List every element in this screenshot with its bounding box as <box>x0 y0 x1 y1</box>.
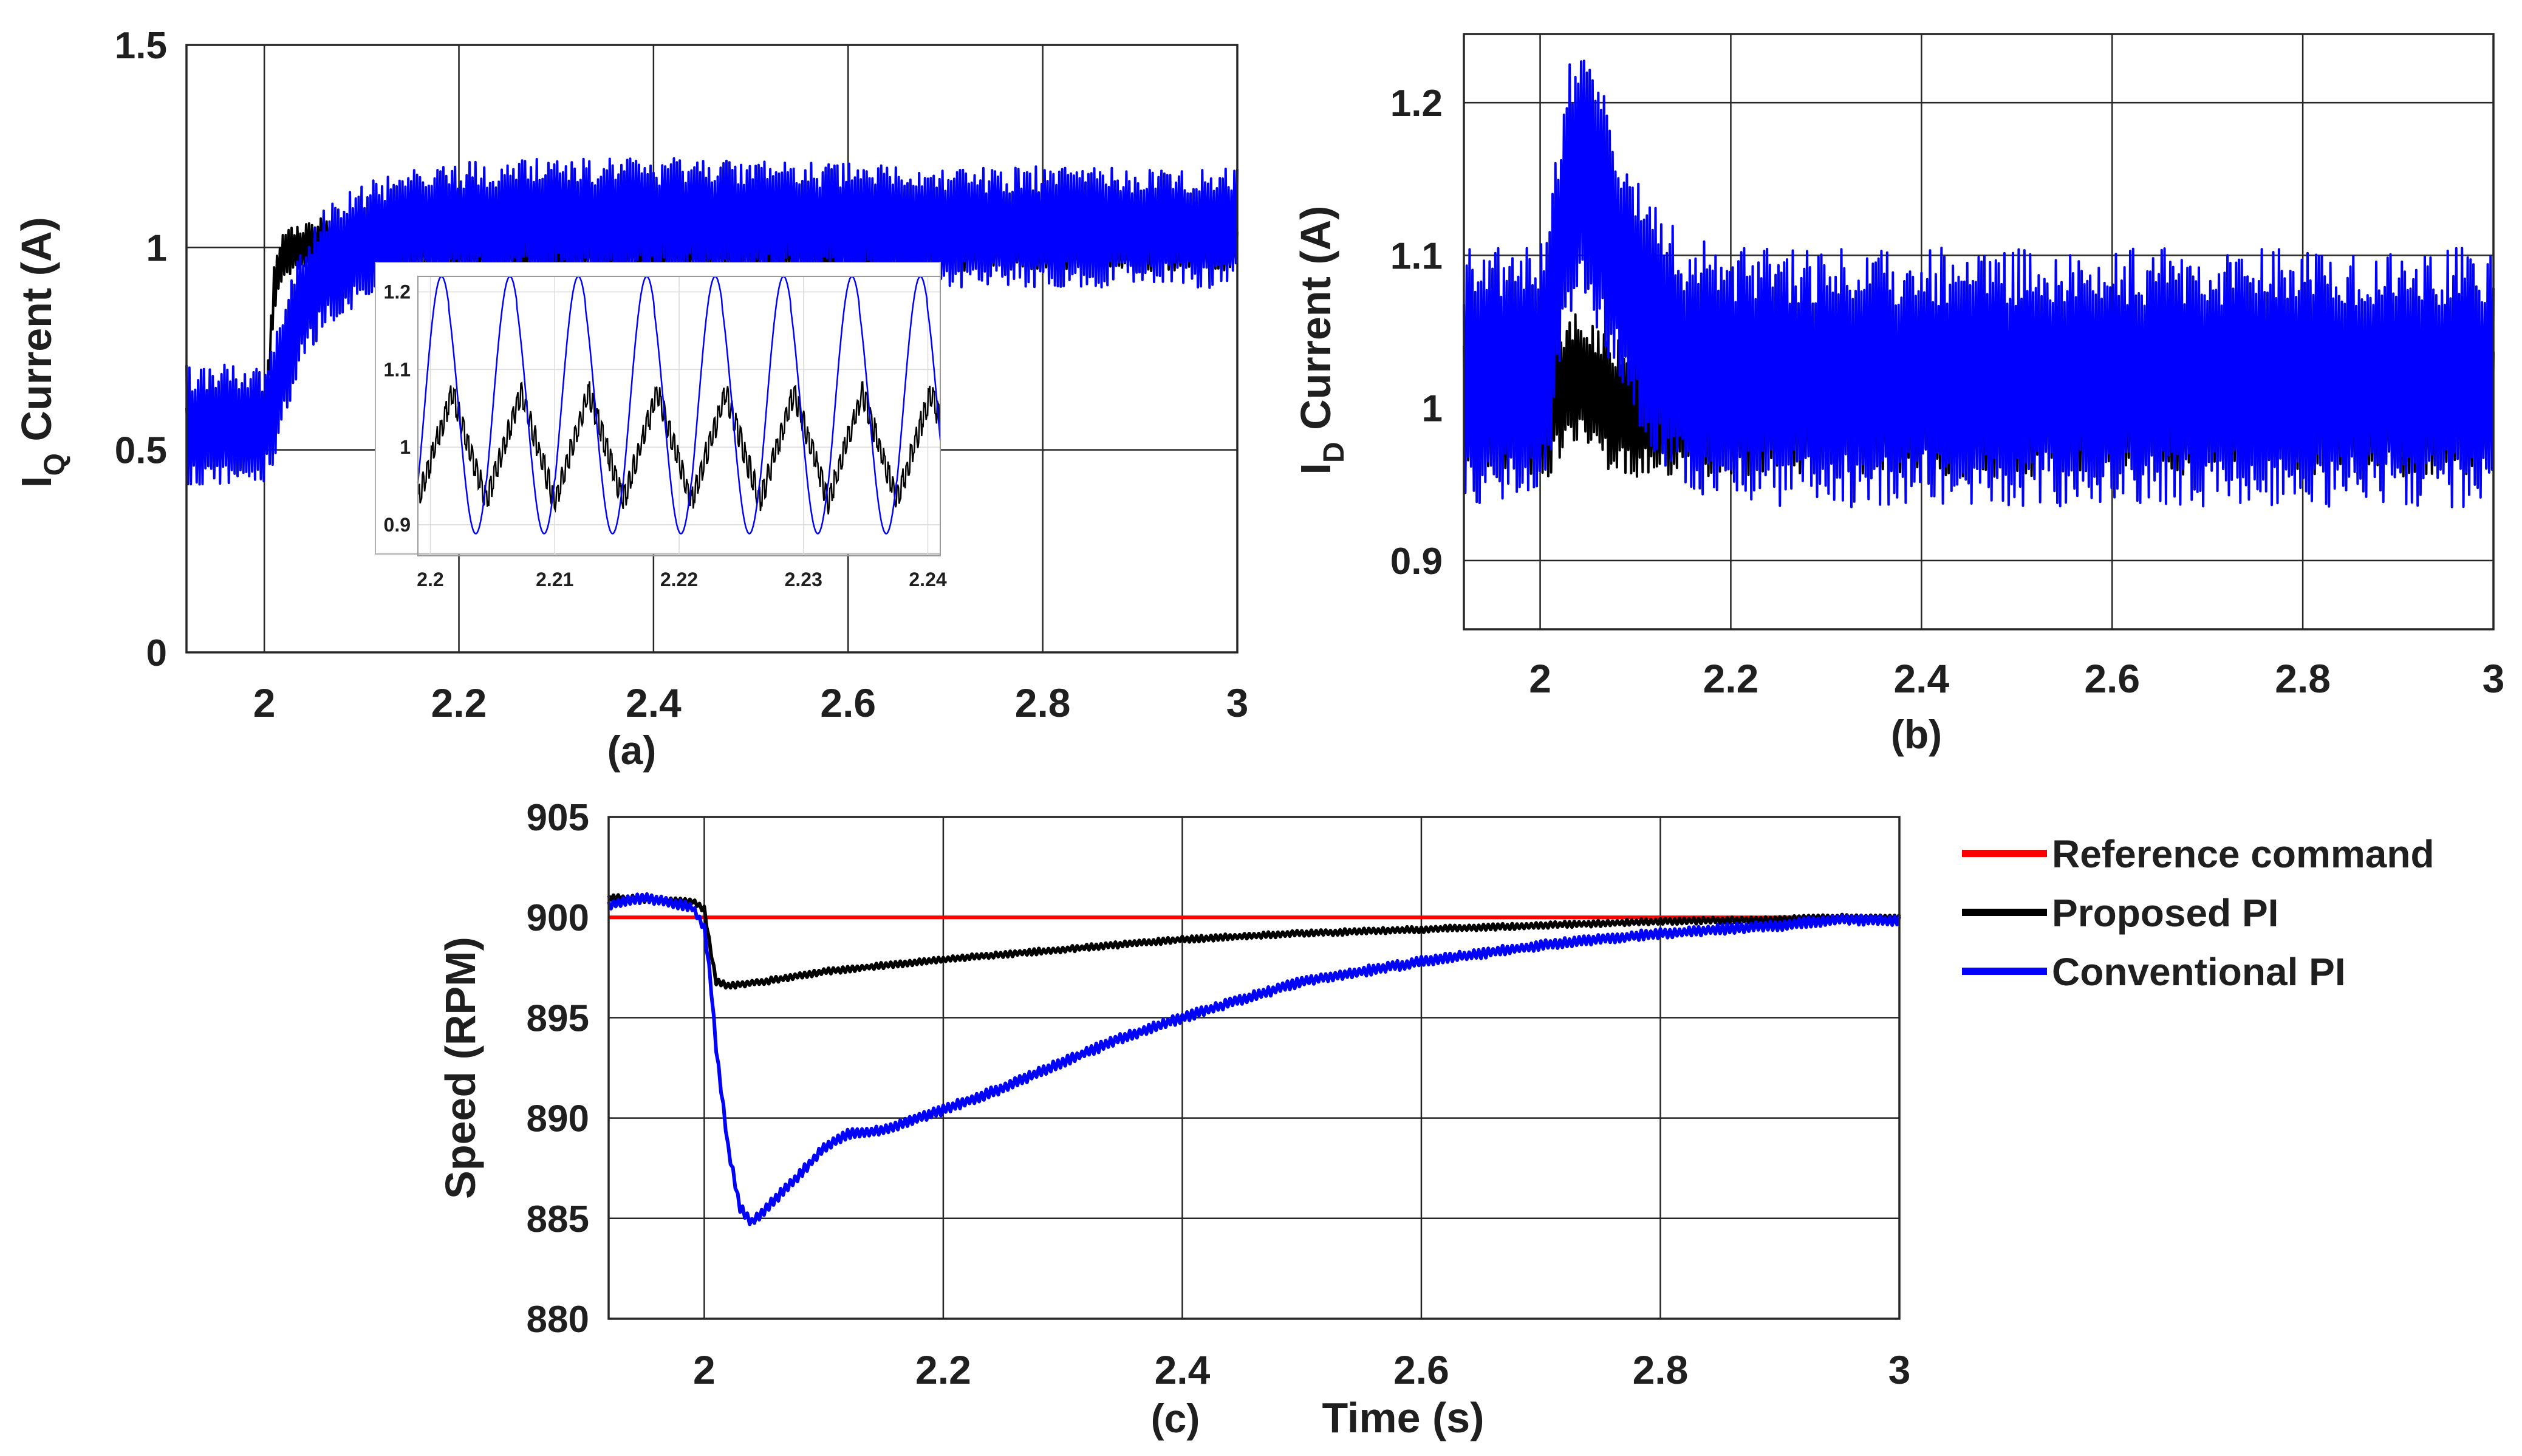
inset-box <box>375 262 941 555</box>
panel-c-label: (c) <box>1151 1396 1200 1441</box>
y-tick-label: 1.1 <box>1390 235 1443 277</box>
x-tick-label: 3 <box>1888 1347 1911 1392</box>
x-tick-label: 2.8 <box>2275 656 2331 701</box>
inset-y-tick-label: 1.2 <box>384 281 411 303</box>
inset-plot-area <box>417 275 941 535</box>
panel-a-frame <box>185 44 1239 654</box>
inset-y-tick-label: 0.9 <box>384 514 411 536</box>
panel-a: 2 2.2 2.4 2.6 2.8 3 0 0.5 1 1.5 IQ Current (A) (… <box>13 25 1248 773</box>
x-tick-label: 2.2 <box>915 1347 971 1392</box>
panel-a-label: (a) <box>607 728 657 773</box>
x-tick-label: 2 <box>1529 656 1551 701</box>
series-line-conventional-pi <box>607 892 1901 1226</box>
x-tick-label: 2.6 <box>820 680 876 725</box>
x-tick-label: 2.6 <box>2084 656 2140 701</box>
panel-a-y-ticks: 0 0.5 1 1.5 <box>115 25 167 674</box>
panel-a-plot-area <box>185 157 1239 486</box>
x-tick-label: 2.4 <box>1155 1347 1211 1392</box>
panel-c: 2 2.2 2.4 2.6 2.8 3 880 885 890 895 900 905 Speed … <box>437 797 1910 1441</box>
panel-a-y-label: IQ Current (A) <box>13 217 71 488</box>
y-tick-label: 0.5 <box>115 430 167 472</box>
x-tick-label: 2.8 <box>1633 1347 1689 1392</box>
panel-a-inset: 2.2 2.21 2.22 2.23 2.24 0.9 1 1.1 1.2 <box>375 262 947 590</box>
panel-b: 2 2.2 2.4 2.6 2.8 3 0.9 1 1.1 1.2 ID Current (A)… <box>1292 33 2504 757</box>
series-line-proposed-pi <box>607 893 1901 990</box>
y-tick-label: 905 <box>527 797 589 839</box>
panel-c-y-ticks: 880 885 890 895 900 905 <box>527 797 589 1341</box>
x-tick-label: 2.6 <box>1393 1347 1449 1392</box>
panel-b-y-label: ID Current (A) <box>1292 206 1350 475</box>
inset-x-tick-label: 2.24 <box>909 569 946 590</box>
inset-x-tick-label: 2.21 <box>536 569 573 590</box>
y-tick-label: 1 <box>1422 388 1443 430</box>
y-tick-label: 1.5 <box>115 25 167 67</box>
legend-label-proposed: Proposed PI <box>2052 891 2278 935</box>
panel-c-grid <box>609 817 1899 1319</box>
inset-frame <box>417 276 941 556</box>
panel-c-x-ticks: 2 2.2 2.4 2.6 2.8 3 <box>693 1347 1910 1392</box>
y-tick-label: 895 <box>527 997 589 1039</box>
x-tick-label: 2.4 <box>1893 656 1949 701</box>
x-tick-label: 2.8 <box>1015 680 1071 725</box>
x-tick-label: 2 <box>693 1347 716 1392</box>
x-tick-label: 3 <box>2483 656 2505 701</box>
inset-y-tick-label: 1.1 <box>384 358 411 380</box>
inset-x-ticks: 2.2 2.21 2.22 2.23 2.24 <box>417 569 947 590</box>
panel-b-frame <box>1463 33 2495 631</box>
inset-y-ticks: 0.9 1 1.1 1.2 <box>384 281 411 536</box>
panel-c-plot-area <box>607 892 1901 1226</box>
panel-c-y-label: Speed (RPM) <box>437 937 484 1199</box>
x-tick-label: 2 <box>253 680 276 725</box>
y-tick-label: 1 <box>146 227 167 269</box>
panel-b-x-ticks: 2 2.2 2.4 2.6 2.8 3 <box>1529 656 2504 701</box>
legend-label-conventional: Conventional PI <box>2052 950 2346 994</box>
y-tick-label: 890 <box>527 1098 589 1140</box>
inset-x-tick-label: 2.22 <box>660 569 698 590</box>
panel-b-y-ticks: 0.9 1 1.1 1.2 <box>1390 83 1443 583</box>
y-tick-label: 0.9 <box>1390 541 1443 583</box>
x-tick-label: 2.2 <box>431 680 487 725</box>
inset-x-tick-label: 2.23 <box>785 569 822 590</box>
panel-a-x-ticks: 2 2.2 2.4 2.6 2.8 3 <box>253 680 1249 725</box>
y-tick-label: 0 <box>146 632 167 674</box>
y-tick-label: 880 <box>527 1299 589 1341</box>
panel-c-x-label: Time (s) <box>1322 1394 1484 1441</box>
series-line-conventional-pi <box>1463 60 2495 508</box>
legend: Reference command Proposed PI Convention… <box>1962 832 2435 994</box>
legend-label-reference: Reference command <box>2052 832 2435 876</box>
y-tick-label: 1.2 <box>1390 83 1443 125</box>
x-tick-label: 2.2 <box>1703 656 1759 701</box>
x-tick-label: 3 <box>1226 680 1249 725</box>
panel-c-frame <box>607 816 1901 1320</box>
panel-b-plot-area <box>1463 60 2495 508</box>
inset-x-tick-label: 2.2 <box>417 569 443 590</box>
y-tick-label: 900 <box>527 897 589 939</box>
inset-series-line-conventional-pi <box>417 275 941 535</box>
x-tick-label: 2.4 <box>626 680 682 725</box>
inset-y-tick-label: 1 <box>400 436 411 458</box>
y-tick-label: 885 <box>527 1198 589 1240</box>
series-line-conventional-pi <box>185 157 1239 486</box>
panel-b-label: (b) <box>1891 712 1942 757</box>
inset-series-line-proposed-pi <box>417 381 941 514</box>
